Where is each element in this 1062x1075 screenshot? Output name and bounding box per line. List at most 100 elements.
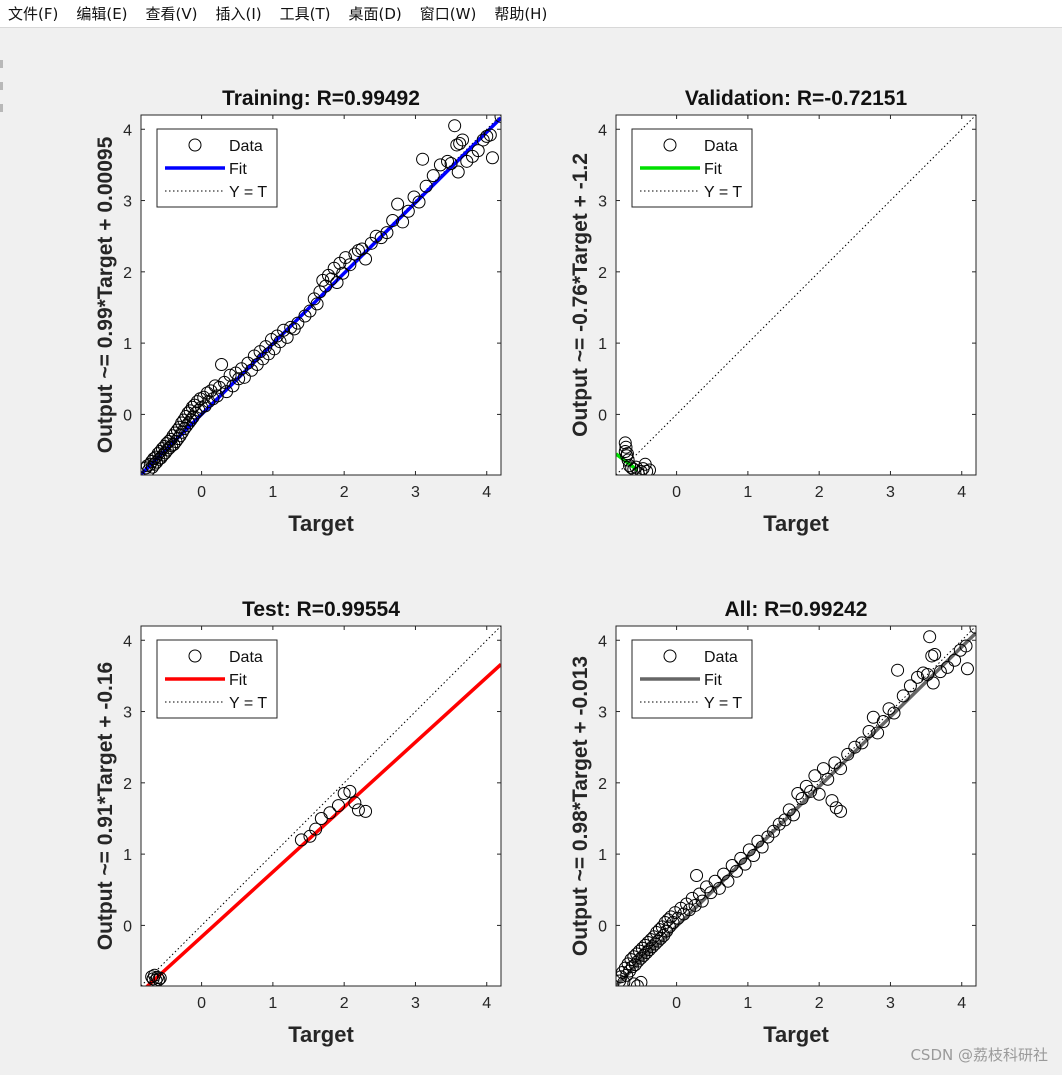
x-tick-label: 2 <box>340 995 349 1012</box>
x-tick-label: 1 <box>743 484 752 501</box>
y-axis-label: Output ~= 0.98*Target + -0.013 <box>569 656 592 956</box>
legend-data-label: Data <box>704 649 738 666</box>
data-point <box>721 874 735 888</box>
figure-canvas: 0 1 2 3 4 0 1 2 3 4 Training: R=0.99492 Target Outpu… <box>94 87 977 1047</box>
menu-tools[interactable]: 工具(T) <box>279 4 331 23</box>
x-tick-label: 0 <box>197 484 206 501</box>
plot-content <box>141 626 501 986</box>
y-tick-label: 4 <box>598 122 607 139</box>
menu-view[interactable]: 查看(V) <box>145 4 198 23</box>
y-tick-label: 2 <box>598 265 607 282</box>
data-point <box>926 676 940 690</box>
data-point <box>969 626 976 634</box>
data-point <box>948 653 962 667</box>
data-point <box>223 368 237 382</box>
data-point <box>812 787 826 801</box>
data-point <box>618 436 632 450</box>
axes-box <box>615 625 977 987</box>
y-axis-label: Output ~= 0.99*Target + 0.00095 <box>94 136 117 453</box>
data-point <box>891 663 905 677</box>
data-point <box>145 460 159 474</box>
data-point <box>451 165 465 179</box>
legend-data-label: Data <box>704 138 738 155</box>
data-point <box>627 977 641 986</box>
data-point <box>351 803 365 817</box>
menu-help[interactable]: 帮助(H) <box>494 4 548 23</box>
plot-content <box>616 626 976 986</box>
y-tick-label: 3 <box>598 194 607 211</box>
data-point <box>359 252 373 266</box>
menu-insert[interactable]: 插入(I) <box>215 4 262 23</box>
data-point <box>704 886 718 900</box>
y-tick-label: 1 <box>123 847 132 864</box>
data-point <box>151 447 165 461</box>
data-point <box>666 916 680 930</box>
chart-title: Test: R=0.99554 <box>242 598 400 621</box>
y-tick-label: 2 <box>123 265 132 282</box>
x-tick-label: 0 <box>672 484 681 501</box>
legend-data-marker <box>188 649 202 663</box>
x-axis-label: Target <box>763 1022 829 1047</box>
chart-title: All: R=0.99242 <box>724 598 867 621</box>
data-point <box>621 453 635 467</box>
plot-content <box>141 115 501 475</box>
x-tick-label: 3 <box>411 995 420 1012</box>
legend-fit-label: Fit <box>704 672 722 689</box>
x-tick-label: 0 <box>672 995 681 1012</box>
data-point <box>643 463 657 475</box>
legend-data-marker <box>663 649 677 663</box>
data-point <box>804 784 818 798</box>
legend-data-marker <box>663 138 677 152</box>
chart-validation: 0 1 2 3 4 0 1 2 3 4 Validation: R=-0.72151 Target Ou… <box>569 87 977 536</box>
legend-data-marker <box>188 138 202 152</box>
menu-file[interactable]: 文件(F) <box>8 4 59 23</box>
x-tick-label: 2 <box>815 484 824 501</box>
data-point <box>494 115 501 123</box>
data-point <box>928 648 942 662</box>
legend: Data Fit Y = T <box>156 128 278 208</box>
data-point <box>206 392 220 406</box>
data-point <box>882 702 896 716</box>
data-point <box>158 439 172 453</box>
x-tick-label: 1 <box>743 995 752 1012</box>
x-axis-label: Target <box>288 1022 354 1047</box>
data-point <box>391 197 405 211</box>
data-point <box>729 864 743 878</box>
data-point <box>829 801 843 815</box>
data-point <box>426 169 440 183</box>
data-point <box>310 297 324 311</box>
data-point <box>896 689 910 703</box>
data-point <box>165 439 179 453</box>
data-point <box>433 158 447 172</box>
data-point <box>197 390 211 404</box>
data-point <box>198 399 212 413</box>
data-point <box>212 380 226 394</box>
data-point <box>855 736 869 750</box>
data-point <box>825 794 839 808</box>
data-point <box>871 726 885 740</box>
data-point <box>280 330 294 344</box>
data-point <box>640 464 654 475</box>
data-point <box>834 804 848 818</box>
x-tick-label: 0 <box>197 995 206 1012</box>
data-point <box>485 151 499 165</box>
legend-fit-label: Fit <box>229 161 247 178</box>
axes-box <box>140 114 502 476</box>
chart-test: 0 1 2 3 4 0 1 2 3 4 Test: R=0.99554 Target Output ~=… <box>94 598 502 1047</box>
data-point <box>401 204 415 218</box>
menu-edit[interactable]: 编辑(E) <box>76 4 128 23</box>
x-tick-label: 4 <box>482 995 491 1012</box>
data-point <box>453 137 467 151</box>
y-tick-label: 1 <box>598 336 607 353</box>
axes-box <box>615 114 977 476</box>
data-point <box>841 747 855 761</box>
menu-window[interactable]: 窗口(W) <box>419 4 477 23</box>
y-tick-label: 3 <box>123 194 132 211</box>
y-tick-label: 4 <box>123 122 132 139</box>
x-tick-label: 4 <box>482 484 491 501</box>
data-point <box>359 804 373 818</box>
data-point <box>623 459 637 473</box>
data-point <box>215 358 229 372</box>
data-point <box>237 370 251 384</box>
menu-desktop[interactable]: 桌面(D) <box>348 4 402 23</box>
